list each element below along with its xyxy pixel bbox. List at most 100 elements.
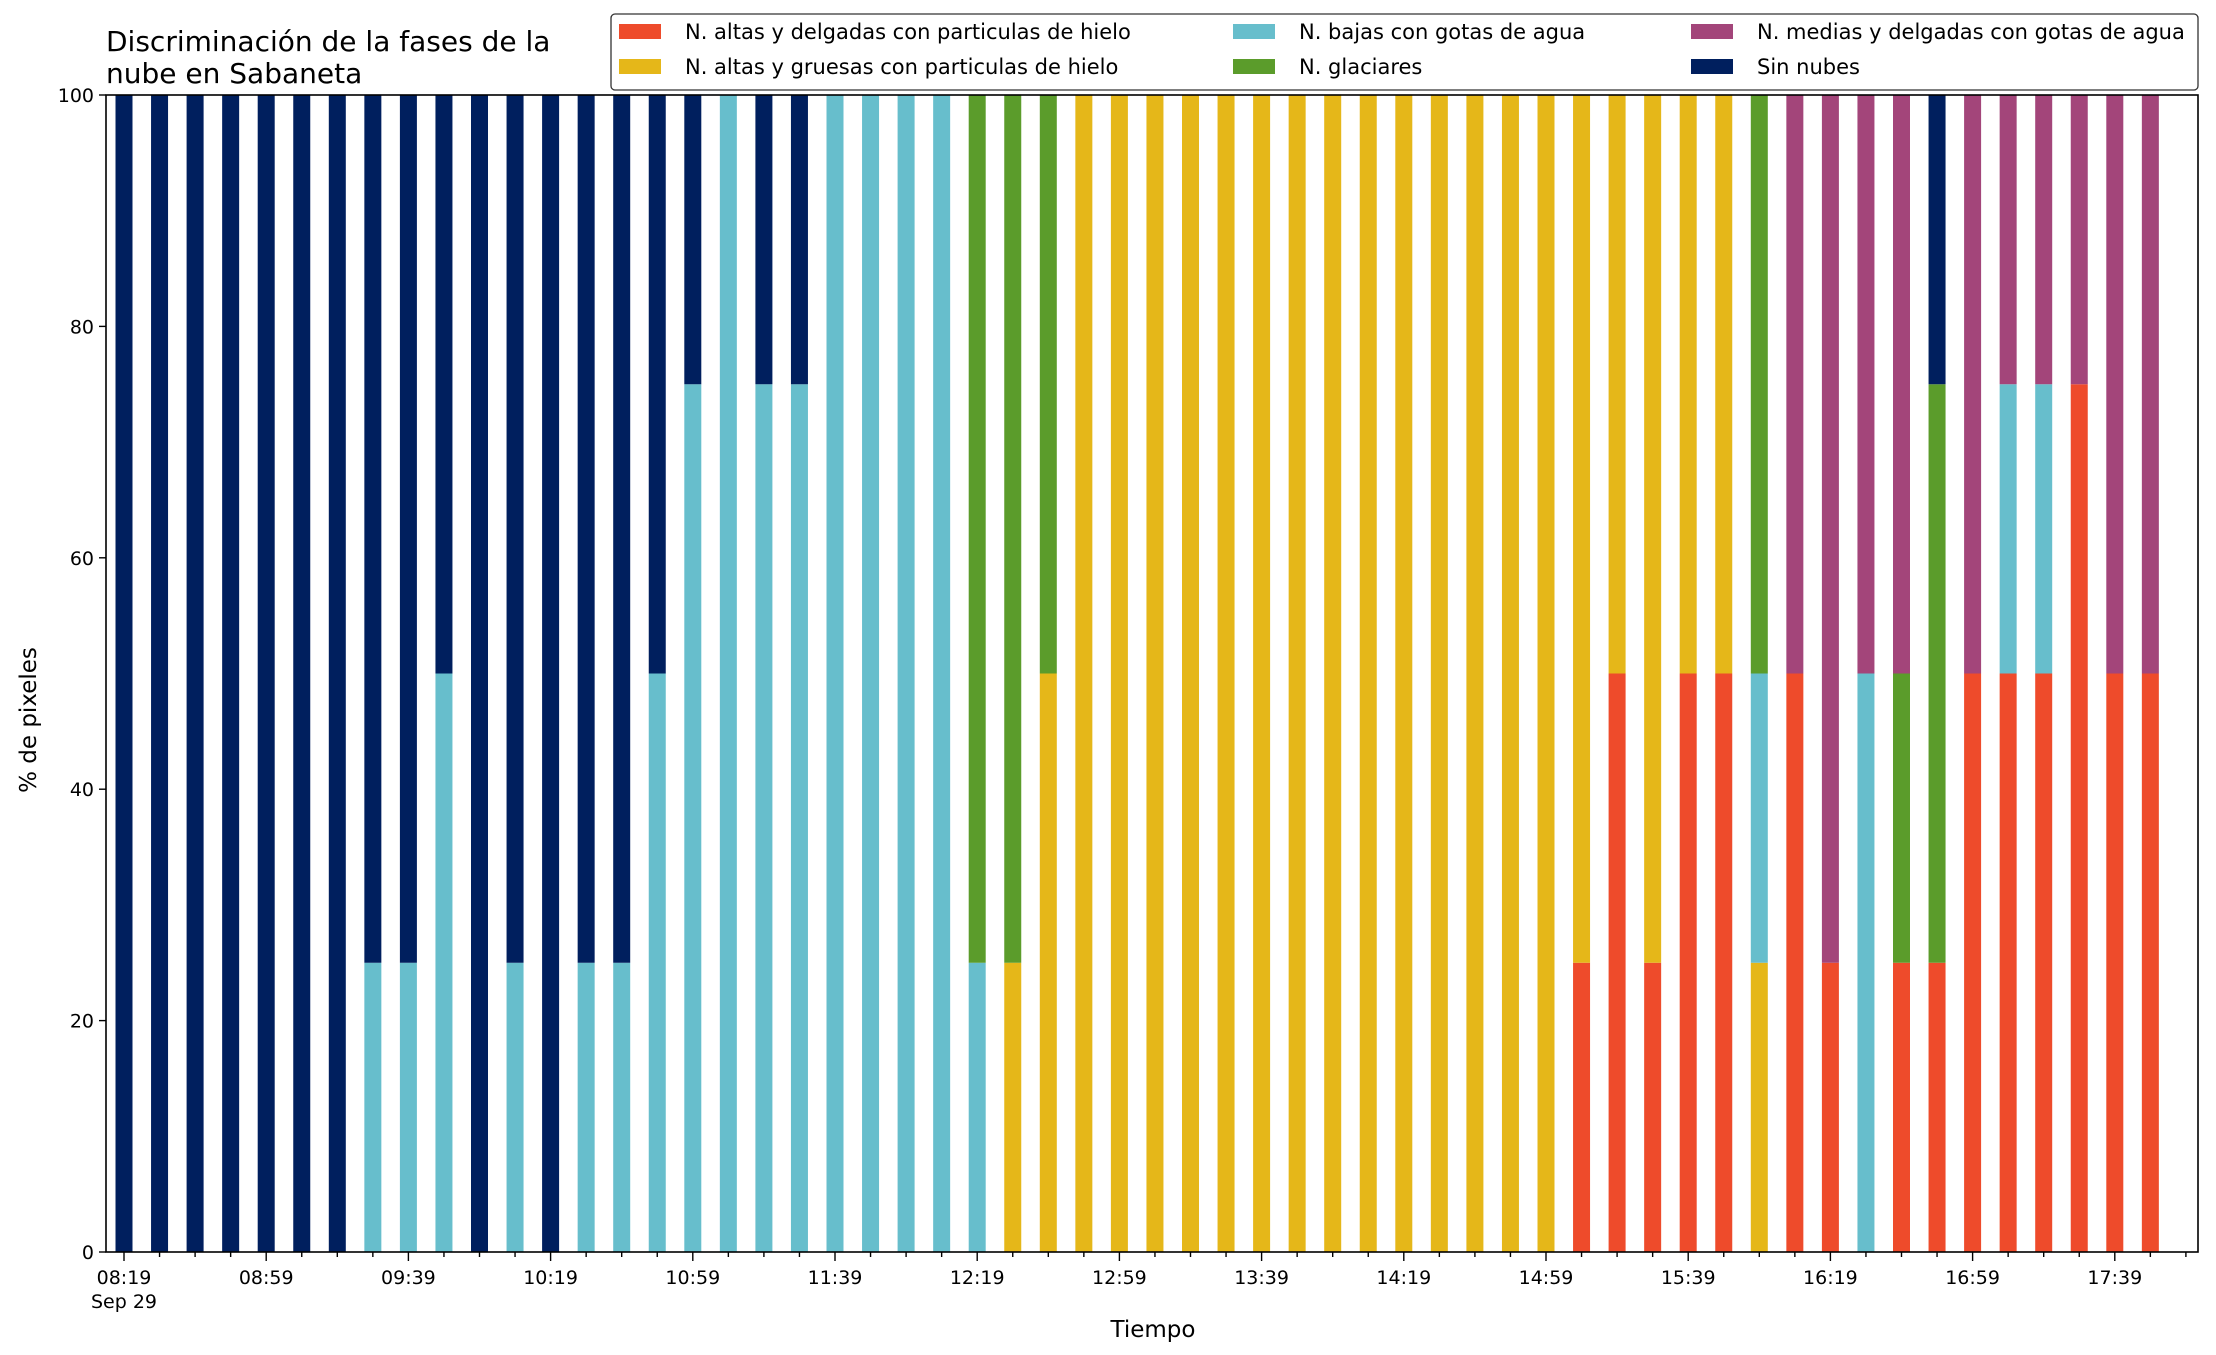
y-tick-label: 0: [82, 1242, 94, 1264]
bar-segment-7-series-5: [364, 95, 382, 963]
bar-segment-42-series-1: [1608, 95, 1626, 674]
bar-segment-46-series-3: [1750, 95, 1768, 674]
legend-label-1: N. altas y gruesas con particulas de hie…: [685, 55, 1118, 79]
x-tick-label: 14:19: [1376, 1267, 1431, 1289]
bar-segment-51-series-0: [1928, 962, 1946, 1252]
chart-title-line-2: nube en Sabaneta: [106, 57, 362, 90]
bar-segment-56-series-0: [2106, 673, 2124, 1252]
x-tick-label: 16:19: [1803, 1267, 1858, 1289]
bar-segment-48-series-4: [1821, 95, 1839, 963]
bar-segment-53-series-0: [1999, 673, 2017, 1252]
bar-segment-43-series-1: [1644, 95, 1662, 963]
bar-segment-53-series-2: [1999, 384, 2017, 674]
bar-segment-57-series-0: [2141, 673, 2159, 1252]
bar-segment-52-series-4: [1964, 95, 1982, 674]
bar-segment-19-series-5: [790, 95, 808, 385]
bar-segment-51-series-3: [1928, 384, 1946, 963]
bar-segment-54-series-4: [2035, 95, 2053, 385]
bar-segment-13-series-5: [577, 95, 595, 963]
bar-segment-24-series-3: [968, 95, 986, 963]
bar-segment-24-series-2: [968, 962, 986, 1252]
bar-segment-52-series-0: [1964, 673, 1982, 1252]
bar-segment-50-series-4: [1893, 95, 1910, 674]
chart-title: Discriminación de la fases de la nube en…: [106, 25, 550, 90]
bar-segment-11-series-2: [506, 962, 524, 1252]
x-tick-label: 10:19: [523, 1267, 578, 1289]
bar-segment-30-series-1: [1182, 95, 1199, 1252]
bar-segment-10-series-5: [471, 95, 488, 1252]
x-tick-label: 10:59: [665, 1267, 720, 1289]
legend-label-0: N. altas y delgadas con particulas de hi…: [685, 20, 1131, 44]
bar-segment-21-series-2: [862, 95, 880, 1252]
bar-segment-7-series-2: [364, 962, 382, 1252]
bar-segment-32-series-1: [1253, 95, 1271, 1252]
bar-segment-22-series-2: [897, 95, 915, 1252]
x-tick-label: 08:59: [239, 1267, 294, 1289]
bar-segment-15-series-2: [648, 673, 666, 1252]
bar-segment-5-series-5: [293, 95, 311, 1252]
bar-segment-28-series-1: [1110, 95, 1128, 1252]
legend-swatch-5: [1691, 59, 1733, 74]
bar-segment-18-series-5: [755, 95, 773, 385]
x-tick-label: 17:39: [2087, 1267, 2142, 1289]
x-tick-label: 13:39: [1234, 1267, 1289, 1289]
y-tick-label: 40: [70, 779, 94, 801]
x-tick-label: 09:39: [381, 1267, 436, 1289]
bar-segment-46-series-1: [1750, 962, 1768, 1252]
bar-segment-17-series-2: [719, 95, 737, 1252]
legend-label-5: Sin nubes: [1757, 55, 1860, 79]
bar-segment-39-series-1: [1501, 95, 1519, 1252]
bar-segment-2-series-5: [186, 95, 204, 1252]
bar-segment-15-series-5: [648, 95, 666, 674]
bar-segment-48-series-0: [1821, 962, 1839, 1252]
bar-segment-47-series-0: [1786, 673, 1804, 1252]
x-tick-label: 12:19: [950, 1267, 1005, 1289]
bar-segment-42-series-0: [1608, 673, 1626, 1252]
x-tick-label: 15:39: [1661, 1267, 1716, 1289]
bar-segment-44-series-1: [1679, 95, 1697, 674]
legend-frame: [610, 13, 2199, 91]
bar-segment-1-series-5: [151, 95, 169, 1252]
bar-segment-56-series-4: [2106, 95, 2124, 674]
bar-segment-3-series-5: [222, 95, 240, 1252]
bar-segment-46-series-2: [1750, 673, 1768, 963]
bar-segment-0-series-5: [115, 95, 133, 1252]
bars-group: [115, 95, 2159, 1252]
bar-segment-25-series-1: [1004, 962, 1022, 1252]
legend-swatch-0: [619, 24, 661, 39]
bar-segment-41-series-0: [1573, 962, 1591, 1252]
y-axis-label: % de pixeles: [16, 647, 42, 793]
bar-segment-45-series-0: [1715, 673, 1733, 1252]
bar-segment-55-series-0: [2070, 384, 2088, 1252]
x-tick-label: 08:19: [97, 1267, 152, 1289]
bar-segment-36-series-1: [1395, 95, 1413, 1252]
legend-label-3: N. glaciares: [1299, 55, 1422, 79]
bar-segment-25-series-3: [1004, 95, 1022, 963]
legend-swatch-2: [1233, 24, 1275, 39]
legend: N. altas y delgadas con particulas de hi…: [610, 13, 2199, 91]
bar-segment-35-series-1: [1359, 95, 1377, 1252]
bar-segment-29-series-1: [1146, 95, 1164, 1252]
bar-segment-8-series-5: [399, 95, 417, 963]
bar-segment-31-series-1: [1217, 95, 1235, 1252]
bar-segment-34-series-1: [1324, 95, 1342, 1252]
bar-segment-54-series-0: [2035, 673, 2053, 1252]
bar-segment-16-series-5: [684, 95, 702, 385]
bar-segment-47-series-4: [1786, 95, 1804, 674]
bar-segment-57-series-4: [2141, 95, 2159, 674]
x-axis-label: Tiempo: [1110, 1317, 1196, 1343]
x-tick-label: 11:39: [808, 1267, 863, 1289]
y-tick-label: 80: [70, 316, 94, 338]
bar-segment-40-series-1: [1537, 95, 1555, 1252]
bar-segment-4-series-5: [257, 95, 275, 1252]
bar-segment-51-series-5: [1928, 95, 1946, 385]
bar-segment-19-series-2: [790, 384, 808, 1252]
bar-segment-45-series-1: [1715, 95, 1733, 674]
bar-segment-6-series-5: [328, 95, 346, 1252]
bar-segment-50-series-3: [1893, 673, 1910, 963]
plot-frame: [105, 94, 2199, 1253]
x-tick-label: 14:59: [1519, 1267, 1574, 1289]
bar-segment-26-series-1: [1039, 673, 1057, 1252]
bar-segment-8-series-2: [399, 962, 417, 1252]
